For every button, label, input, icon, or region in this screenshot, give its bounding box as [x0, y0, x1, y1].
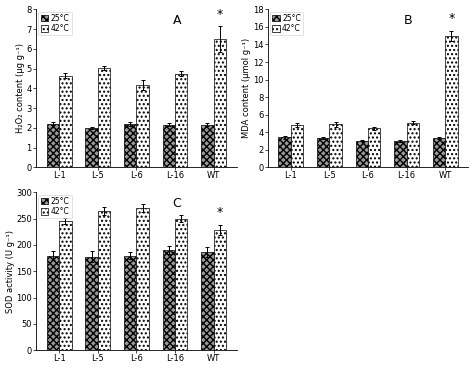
Bar [214, 230, 226, 350]
Bar [175, 73, 187, 167]
Bar [356, 141, 368, 167]
Legend: 25°C, 42°C: 25°C, 42°C [38, 194, 72, 218]
Bar [201, 252, 214, 350]
Y-axis label: SOD activity (U g⁻¹): SOD activity (U g⁻¹) [6, 230, 15, 313]
Bar [85, 128, 98, 167]
Bar [445, 36, 457, 167]
Text: *: * [217, 206, 223, 220]
Bar [291, 125, 303, 167]
Bar [163, 125, 175, 167]
Bar [201, 125, 214, 167]
Bar [329, 124, 342, 167]
Bar [163, 250, 175, 350]
Bar [407, 123, 419, 167]
Text: C: C [173, 197, 182, 210]
Bar [47, 124, 59, 167]
Bar [394, 141, 407, 167]
Bar [124, 124, 137, 167]
Bar [175, 219, 187, 350]
Bar [317, 138, 329, 167]
Text: A: A [173, 14, 181, 27]
Legend: 25°C, 42°C: 25°C, 42°C [38, 12, 72, 35]
Y-axis label: MDA content (μmol g⁻¹): MDA content (μmol g⁻¹) [242, 38, 251, 138]
Bar [368, 128, 380, 167]
Bar [59, 76, 72, 167]
Bar [137, 85, 149, 167]
Bar [59, 221, 72, 350]
Bar [278, 138, 291, 167]
Bar [47, 255, 59, 350]
Bar [214, 39, 226, 167]
Text: *: * [217, 8, 223, 21]
Text: *: * [448, 12, 455, 25]
Bar [98, 211, 110, 350]
Bar [85, 256, 98, 350]
Legend: 25°C, 42°C: 25°C, 42°C [270, 12, 303, 35]
Bar [124, 255, 137, 350]
Bar [433, 138, 445, 167]
Bar [137, 208, 149, 350]
Y-axis label: H₂O₂ content (μg g⁻¹): H₂O₂ content (μg g⁻¹) [16, 43, 25, 133]
Bar [98, 68, 110, 167]
Text: B: B [404, 14, 413, 27]
